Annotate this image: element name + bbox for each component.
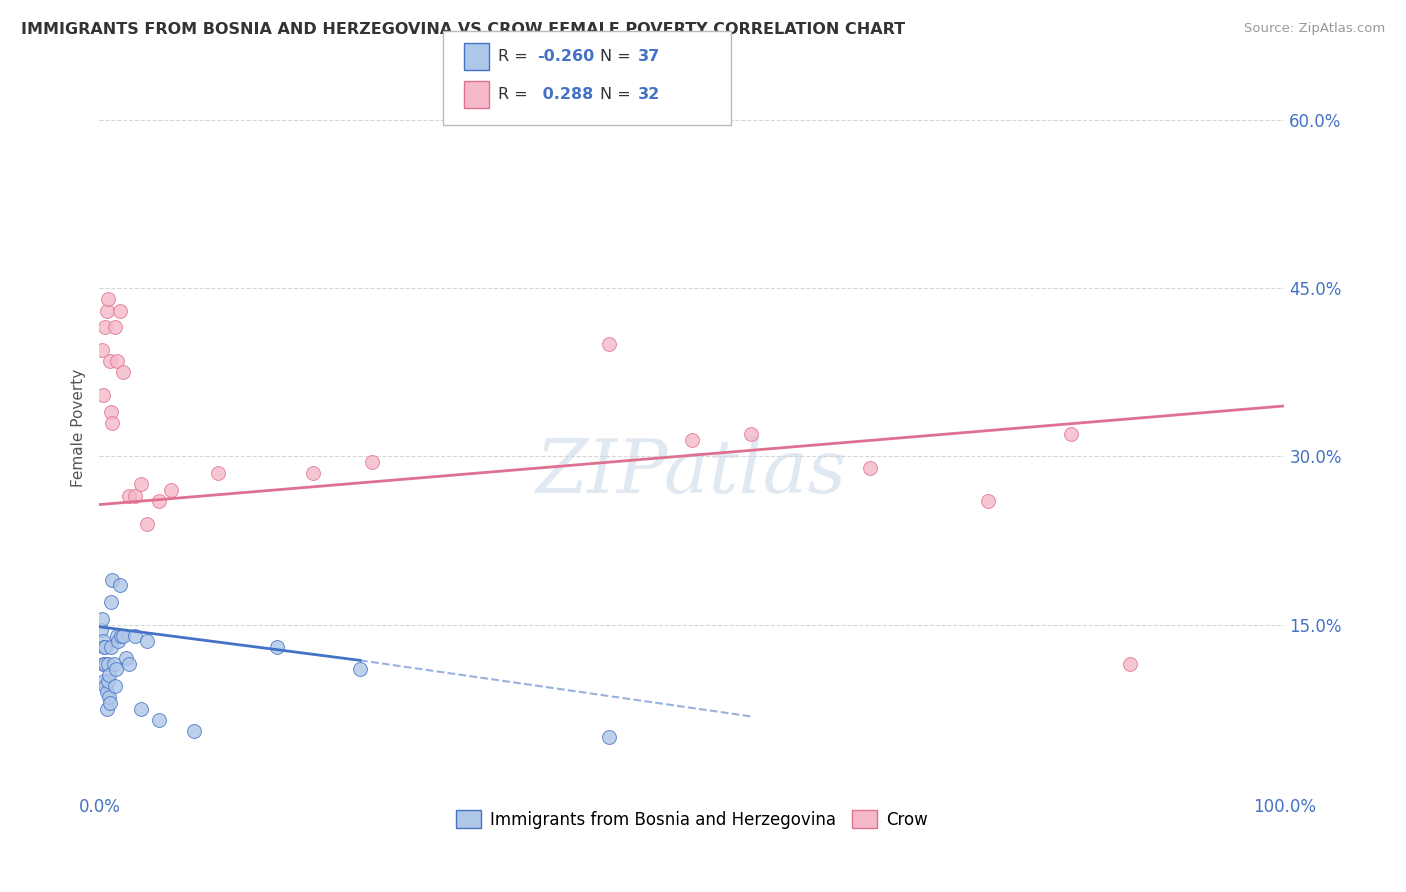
Text: IMMIGRANTS FROM BOSNIA AND HERZEGOVINA VS CROW FEMALE POVERTY CORRELATION CHART: IMMIGRANTS FROM BOSNIA AND HERZEGOVINA V…: [21, 22, 905, 37]
Text: N =: N =: [600, 87, 637, 102]
Point: [103, 657, 125, 671]
Point: [90, 343, 112, 357]
Point: [112, 629, 135, 643]
Point: [598, 337, 620, 351]
Point: [100, 404, 122, 418]
Point: [114, 651, 136, 665]
Point: [148, 494, 170, 508]
Point: [91, 388, 114, 402]
Text: R =: R =: [498, 49, 533, 63]
Point: [97, 657, 120, 671]
Point: [100, 640, 122, 654]
Point: [90, 623, 112, 637]
Point: [90, 612, 112, 626]
Point: [598, 730, 620, 744]
Point: [94, 320, 117, 334]
Point: [97, 673, 120, 688]
Point: [98, 354, 121, 368]
Point: [118, 489, 141, 503]
Point: [91, 634, 114, 648]
Point: [740, 427, 762, 442]
Point: [148, 713, 170, 727]
Text: 32: 32: [638, 87, 661, 102]
Point: [93, 673, 115, 688]
Point: [94, 640, 117, 654]
Point: [1060, 427, 1083, 442]
Point: [361, 455, 384, 469]
Legend: Immigrants from Bosnia and Herzegovina, Crow: Immigrants from Bosnia and Herzegovina, …: [450, 804, 934, 835]
Text: 0.288: 0.288: [537, 87, 593, 102]
Point: [681, 433, 703, 447]
Point: [107, 634, 129, 648]
Text: Source: ZipAtlas.com: Source: ZipAtlas.com: [1244, 22, 1385, 36]
Y-axis label: Female Poverty: Female Poverty: [72, 369, 86, 488]
Point: [129, 701, 152, 715]
Point: [266, 640, 288, 654]
Point: [183, 724, 205, 739]
Point: [94, 679, 117, 693]
Point: [104, 320, 127, 334]
Point: [301, 466, 323, 480]
Text: ZIPatlas: ZIPatlas: [537, 436, 848, 508]
Point: [100, 595, 122, 609]
Point: [97, 690, 120, 705]
Point: [96, 701, 118, 715]
Text: R =: R =: [498, 87, 533, 102]
Point: [96, 685, 118, 699]
Point: [118, 657, 141, 671]
Point: [349, 662, 371, 676]
Point: [101, 573, 124, 587]
Point: [93, 640, 115, 654]
Text: N =: N =: [600, 49, 637, 63]
Point: [94, 657, 117, 671]
Point: [105, 629, 128, 643]
Point: [110, 629, 132, 643]
Point: [859, 460, 882, 475]
Point: [124, 489, 146, 503]
Point: [97, 293, 120, 307]
Point: [97, 668, 120, 682]
Point: [104, 679, 127, 693]
Point: [129, 477, 152, 491]
Text: -0.260: -0.260: [537, 49, 595, 63]
Point: [105, 662, 128, 676]
Point: [98, 696, 121, 710]
Point: [96, 303, 118, 318]
Point: [207, 466, 229, 480]
Point: [135, 634, 157, 648]
Point: [108, 578, 131, 592]
Point: [1119, 657, 1142, 671]
Point: [108, 303, 131, 318]
Point: [124, 629, 146, 643]
Point: [135, 516, 157, 531]
Point: [91, 657, 114, 671]
Point: [977, 494, 1000, 508]
Point: [105, 354, 128, 368]
Point: [159, 483, 181, 497]
Point: [112, 365, 135, 379]
Text: 37: 37: [638, 49, 661, 63]
Point: [101, 416, 124, 430]
